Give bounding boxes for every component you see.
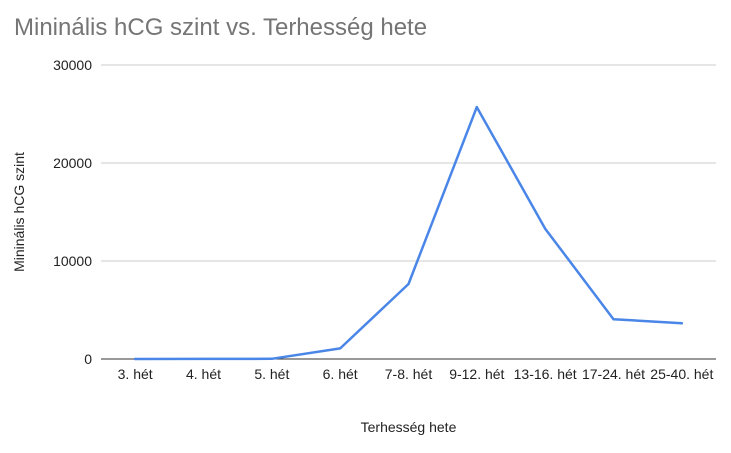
y-tick-label: 0 bbox=[84, 351, 92, 367]
y-tick-label: 30000 bbox=[53, 57, 92, 73]
y-tick-label: 10000 bbox=[53, 253, 92, 269]
x-tick-label: 7-8. hét bbox=[385, 366, 433, 382]
x-tick-label: 13-16. hét bbox=[514, 366, 577, 382]
x-tick-label: 3. hét bbox=[118, 366, 153, 382]
data-point bbox=[475, 105, 479, 109]
x-tick-label: 17-24. hét bbox=[582, 366, 645, 382]
data-point bbox=[680, 322, 684, 325]
x-axis-title: Terhesség hete bbox=[361, 419, 457, 435]
data-point bbox=[543, 227, 547, 230]
x-tick-label: 5. hét bbox=[254, 366, 289, 382]
x-tick-label: 4. hét bbox=[186, 366, 221, 382]
chart-title: Mininális hCG szint vs. Terhesség hete bbox=[14, 14, 428, 41]
x-tick-label: 6. hét bbox=[323, 366, 358, 382]
data-point bbox=[407, 282, 410, 286]
y-tick-label: 20000 bbox=[53, 155, 92, 171]
data-point bbox=[338, 347, 342, 350]
data-point bbox=[612, 318, 615, 321]
series-line bbox=[133, 105, 684, 361]
data-point bbox=[133, 357, 137, 361]
data-point bbox=[202, 357, 205, 361]
x-tick-label: 25-40. hét bbox=[650, 366, 713, 382]
x-tick-label: 9-12. hét bbox=[449, 366, 504, 382]
data-point bbox=[270, 357, 274, 361]
y-axis-title: Mininális hCG szint bbox=[11, 152, 27, 272]
